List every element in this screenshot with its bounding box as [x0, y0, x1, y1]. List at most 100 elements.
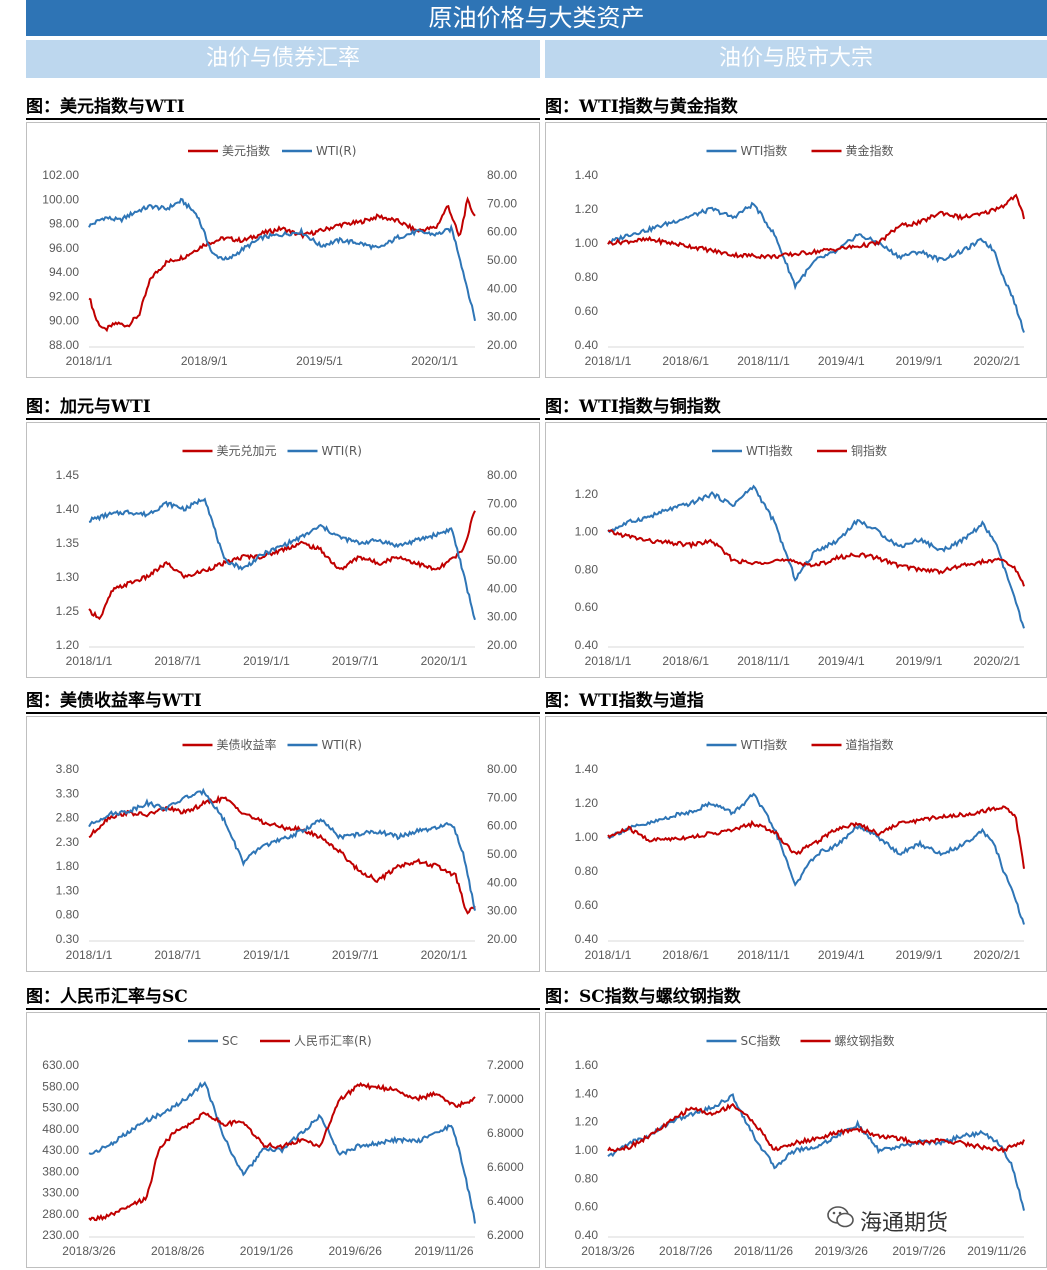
x-tick-label: 2019/9/1: [896, 948, 943, 962]
y-tick-label: 1.20: [56, 638, 80, 652]
legend-label: WTI(R): [316, 144, 356, 158]
y2-tick-label: 30.00: [487, 610, 517, 624]
x-tick-label: 2018/3/26: [62, 1244, 116, 1258]
x-tick-label: 2018/11/1: [737, 354, 790, 368]
chart-wti-copper: 0.40 0.60 0.80 1.00 1.20 2018/1/1 2018/6/1 2018…: [545, 422, 1047, 678]
y-tick-label: 0.40: [575, 338, 599, 352]
y-tick-label: 530.00: [42, 1101, 79, 1115]
y-tick-label: 280.00: [42, 1207, 79, 1221]
series-line: [88, 197, 476, 321]
y2-tick-label: 20.00: [487, 638, 517, 652]
y-tick-label: 0.80: [56, 908, 80, 922]
y2-tick-label: 6.4000: [487, 1194, 524, 1208]
y2-tick-label: 80.00: [487, 762, 517, 776]
chart-svg: 0.40 0.60 0.80 1.00 1.20 1.40 2018/1/1 2018/6/1…: [575, 737, 1025, 962]
y2-tick-label: 20.00: [487, 932, 517, 946]
series-line: [88, 794, 476, 915]
series-line: [88, 510, 476, 621]
y-tick-label: 92.00: [49, 289, 79, 303]
x-tick-label: 2019/1/1: [243, 948, 290, 962]
y-tick-label: 1.20: [575, 796, 599, 810]
legend-label: 铜指数: [851, 443, 887, 458]
legend-label: SC指数: [741, 1033, 781, 1048]
series-line: [607, 1093, 1025, 1211]
x-tick-label: 2018/6/1: [662, 354, 709, 368]
y2-tick-label: 6.6000: [487, 1160, 524, 1174]
x-tick-label: 2018/11/1: [737, 654, 790, 668]
y-tick-label: 0.40: [575, 1228, 599, 1242]
y2-tick-label: 70.00: [487, 790, 517, 804]
legend-label: WTI(R): [322, 444, 362, 458]
y-tick-label: 88.00: [49, 338, 79, 352]
chart-wti-dow: 0.40 0.60 0.80 1.00 1.20 1.40 2018/1/1 2018/6/1…: [545, 716, 1047, 972]
y-tick-label: 2.30: [56, 835, 80, 849]
chart-svg: 0.30 0.80 1.30 1.80 2.30 2.80 3.30 3.80 20.00 30.…: [56, 737, 518, 962]
x-tick-label: 2019/1/1: [243, 654, 290, 668]
y-tick-label: 0.80: [575, 270, 599, 284]
y2-tick-label: 80.00: [487, 468, 517, 482]
x-tick-label: 2019/7/1: [332, 654, 379, 668]
y2-tick-label: 7.0000: [487, 1092, 524, 1106]
y-tick-label: 1.60: [575, 1058, 599, 1072]
x-tick-label: 2018/7/1: [154, 654, 201, 668]
y2-tick-label: 40.00: [487, 581, 517, 595]
legend-label: 美元兑加元: [217, 444, 277, 458]
x-tick-label: 2020/2/1: [973, 354, 1020, 368]
watermark: 海通期货: [860, 1211, 949, 1236]
x-tick-label: 2018/1/1: [66, 354, 113, 368]
y2-tick-label: 30.00: [487, 904, 517, 918]
x-tick-label: 2019/7/1: [332, 948, 379, 962]
wechat-icon: [827, 1206, 854, 1228]
y2-tick-label: 6.8000: [487, 1126, 524, 1140]
y-tick-label: 0.60: [575, 600, 599, 614]
chart-treasury-wti: 0.30 0.80 1.30 1.80 2.30 2.80 3.30 3.80 20.00 30.…: [26, 716, 540, 972]
y-tick-label: 630.00: [42, 1058, 79, 1072]
x-tick-label: 2020/1/1: [411, 354, 458, 368]
y-tick-label: 1.80: [56, 859, 80, 873]
x-tick-label: 2018/6/1: [662, 654, 709, 668]
chart-svg: 88.00 90.00 92.00 94.00 96.00 98.00 100.00 102.…: [42, 143, 517, 368]
y-tick-label: 0.60: [575, 304, 599, 318]
x-tick-label: 2018/1/1: [66, 948, 113, 962]
y2-tick-label: 50.00: [487, 253, 517, 267]
x-tick-label: 2020/1/1: [421, 948, 468, 962]
y-tick-label: 0.40: [575, 932, 599, 946]
legend-label: WTI(R): [322, 738, 362, 752]
y-tick-label: 3.30: [56, 786, 80, 800]
y-tick-label: 2.80: [56, 811, 80, 825]
y-tick-label: 1.20: [575, 487, 599, 501]
x-tick-label: 2019/9/1: [896, 354, 943, 368]
x-tick-label: 2020/2/1: [973, 654, 1020, 668]
x-tick-label: 2019/4/1: [818, 654, 865, 668]
y-tick-label: 0.80: [575, 864, 599, 878]
y-tick-label: 1.00: [575, 236, 599, 250]
chart-title-wti-dow: 图：WTI指数与道指: [545, 690, 1047, 714]
series-line: [88, 196, 476, 333]
y2-tick-label: 20.00: [487, 338, 517, 352]
y-tick-label: 3.80: [56, 762, 80, 776]
y2-tick-label: 60.00: [487, 525, 517, 539]
y-tick-label: 330.00: [42, 1186, 79, 1200]
x-tick-label: 2018/9/1: [181, 354, 228, 368]
x-tick-label: 2018/11/26: [734, 1244, 793, 1258]
y-tick-label: 0.80: [575, 1171, 599, 1185]
series-line: [607, 193, 1025, 260]
chart-svg: 0.40 0.60 0.80 1.00 1.20 1.40 2018/1/1 2018/6/1…: [575, 143, 1025, 368]
chart-svg: 0.40 0.60 0.80 1.00 1.20 1.40 1.60 2018/3/26 201…: [575, 1033, 1027, 1258]
chart-wti-gold: 0.40 0.60 0.80 1.00 1.20 1.40 2018/1/1 2018/6/1…: [545, 122, 1047, 378]
chart-title-rmb-sc: 图：人民币汇率与SC: [26, 986, 540, 1010]
y-tick-label: 1.40: [56, 502, 80, 516]
y2-tick-label: 40.00: [487, 875, 517, 889]
series-line: [88, 1080, 476, 1224]
series-line: [607, 792, 1025, 925]
legend-label: 黄金指数: [846, 143, 894, 158]
y2-tick-label: 7.2000: [487, 1058, 524, 1072]
y-tick-label: 0.30: [56, 932, 80, 946]
chart-svg: 0.40 0.60 0.80 1.00 1.20 2018/1/1 2018/6/1 2018…: [575, 443, 1025, 668]
legend-label: WTI指数: [746, 443, 793, 458]
x-tick-label: 2019/1/26: [240, 1244, 294, 1258]
y-tick-label: 380.00: [42, 1164, 79, 1178]
series-line: [88, 787, 476, 911]
y-tick-label: 480.00: [42, 1122, 79, 1136]
x-tick-label: 2018/7/1: [154, 948, 201, 962]
